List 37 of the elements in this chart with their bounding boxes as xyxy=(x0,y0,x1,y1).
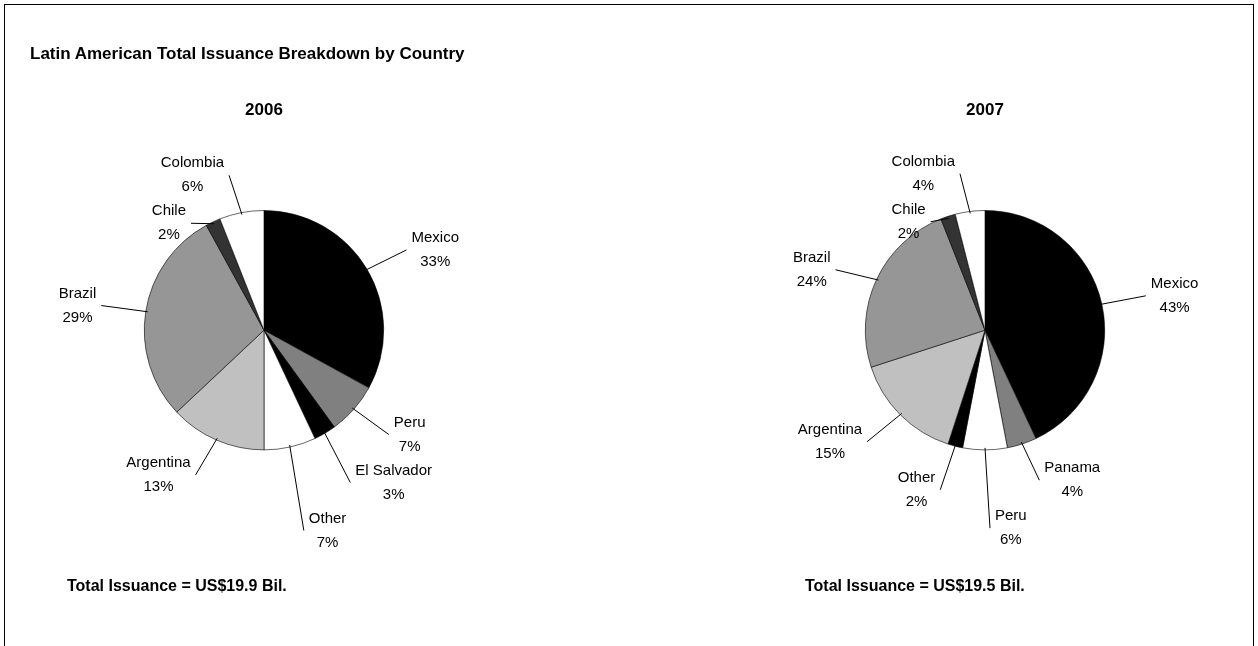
data-label: 2% xyxy=(897,223,920,241)
slice-label: Colombia xyxy=(160,153,225,171)
data-label: 6% xyxy=(181,177,204,195)
slice-label: Mexico xyxy=(1150,273,1199,291)
slice-label: Colombia xyxy=(891,151,956,169)
slice-label: Chile xyxy=(151,201,187,219)
data-label: 13% xyxy=(143,477,174,495)
data-label: 4% xyxy=(912,175,935,193)
chart-title: 2007 xyxy=(966,99,1004,119)
data-label: 2% xyxy=(158,225,180,243)
data-label: 6% xyxy=(1000,530,1022,548)
slice-label: Other xyxy=(308,508,347,526)
data-label: 4% xyxy=(1061,482,1084,500)
data-label: 29% xyxy=(62,307,93,325)
slice-label: Peru xyxy=(995,506,1027,524)
slice-label: Chile xyxy=(891,199,926,217)
text: Total Issuance = US$19.5 Bil. xyxy=(805,577,1025,595)
slice-label: Other xyxy=(897,467,936,485)
data-label: 43% xyxy=(1159,297,1190,315)
slice-label: Mexico xyxy=(411,228,459,246)
text: Latin American Total Issuance Breakdown by Country xyxy=(30,44,465,64)
slice-label: Brazil xyxy=(58,283,97,301)
slice-label: Peru xyxy=(393,412,426,430)
data-label: 15% xyxy=(814,443,845,461)
slice-label: El Salvador xyxy=(355,460,433,478)
slice-label: Argentina xyxy=(797,419,863,437)
text: Total Issuance = US$19.9 Bil. xyxy=(67,577,287,595)
slice-label: Argentina xyxy=(126,453,192,471)
chart-title: 2006 xyxy=(245,99,283,119)
data-label: 3% xyxy=(382,484,405,502)
data-label: 7% xyxy=(316,532,339,550)
data-label: 2% xyxy=(905,491,928,509)
slice-label: Panama xyxy=(1044,458,1101,476)
data-label: 24% xyxy=(796,271,827,289)
data-label: 33% xyxy=(420,252,451,270)
slice-label: Brazil xyxy=(792,247,831,265)
data-label: 7% xyxy=(398,436,421,454)
